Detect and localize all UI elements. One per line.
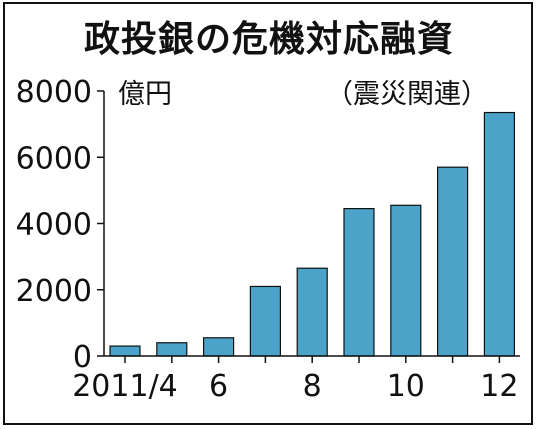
y-tick-label: 8000	[16, 75, 92, 110]
unit-label: 億円	[118, 79, 172, 110]
y-tick-label: 6000	[16, 141, 92, 176]
bar	[437, 166, 469, 357]
bar	[203, 337, 235, 357]
bar	[296, 267, 328, 357]
bar	[483, 111, 515, 357]
bar	[390, 204, 422, 357]
bar	[249, 285, 281, 357]
x-axis: 2011/4 6 8 10 12	[72, 355, 520, 404]
note-label: （震災関連）	[326, 79, 488, 110]
y-axis: 0 2000 4000 6000 8000	[16, 75, 105, 375]
x-tick-label: 8	[303, 369, 322, 404]
bar	[343, 207, 375, 357]
x-tick-label: 12	[480, 369, 518, 404]
bar	[156, 342, 188, 357]
chart-title: 政投銀の危機対応融資	[83, 19, 454, 60]
y-tick-label: 2000	[16, 274, 92, 309]
bars	[109, 111, 515, 357]
x-tick-label: 10	[387, 369, 425, 404]
x-tick-label: 2011/4	[72, 369, 178, 404]
x-tick-label: 6	[209, 369, 228, 404]
y-tick-label: 0	[73, 340, 92, 375]
bar	[109, 345, 141, 357]
y-tick-label: 4000	[16, 208, 92, 243]
